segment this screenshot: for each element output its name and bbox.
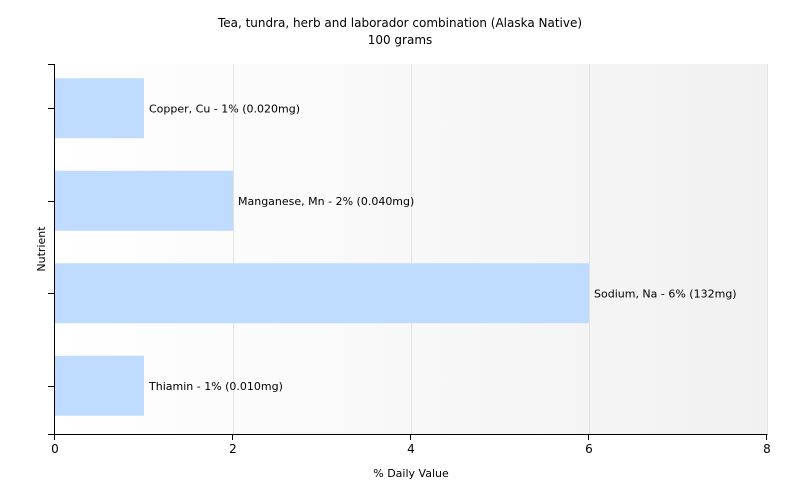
chart-title: Tea, tundra, herb and laborador combinat… (217, 16, 582, 30)
x-tick-label: 4 (407, 442, 415, 456)
chart-subtitle: 100 grams (368, 33, 433, 47)
x-tick-label: 8 (763, 442, 771, 456)
bars (55, 78, 589, 416)
bar-data-label: Manganese, Mn - 2% (0.040mg) (238, 195, 414, 208)
y-axis-title: Nutrient (35, 226, 48, 272)
axes: 0 2 4 6 8 (48, 64, 771, 456)
x-axis-title: % Daily Value (373, 467, 449, 480)
x-tick-label: 2 (229, 442, 237, 456)
bar (55, 170, 233, 231)
bar-data-label: Thiamin - 1% (0.010mg) (148, 380, 283, 393)
gridlines (233, 64, 768, 434)
bar-data-label: Copper, Cu - 1% (0.020mg) (149, 102, 300, 115)
bar (55, 78, 144, 139)
x-tick-label: 0 (51, 442, 59, 456)
bar-data-label: Sodium, Na - 6% (132mg) (594, 287, 737, 300)
bar (55, 263, 589, 324)
data-labels: Copper, Cu - 1% (0.020mg) Manganese, Mn -… (148, 102, 737, 393)
x-tick-label: 6 (585, 442, 593, 456)
bar (55, 355, 144, 416)
